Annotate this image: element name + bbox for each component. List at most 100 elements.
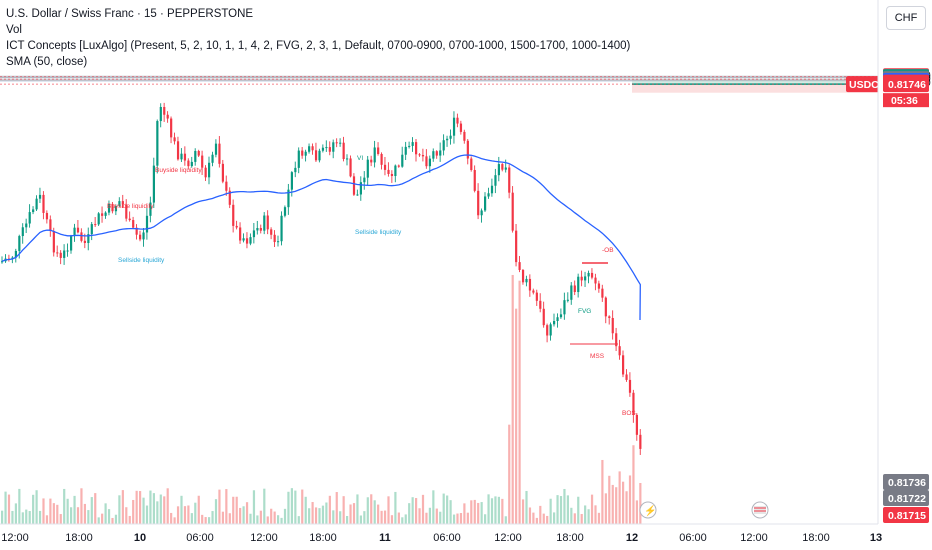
volume-bar	[577, 496, 580, 524]
candle-body	[473, 169, 476, 191]
candle-body	[318, 150, 321, 161]
volume-bar	[594, 505, 597, 524]
volume-bar	[487, 494, 490, 524]
volume-bar	[325, 502, 328, 524]
legend-vol[interactable]: Vol	[6, 24, 22, 36]
candle-body	[49, 219, 52, 232]
candle-body	[70, 236, 73, 251]
candle-body	[383, 164, 387, 170]
candle-body	[594, 277, 597, 284]
candle-body	[11, 257, 14, 259]
candle-body	[484, 196, 487, 211]
sma-layer	[1, 154, 641, 321]
candle-body	[139, 234, 142, 240]
volume-bar	[263, 488, 266, 524]
volume-bar	[52, 503, 55, 524]
candle-body	[559, 314, 563, 318]
candle-body	[176, 141, 180, 160]
volume-bar	[528, 507, 532, 524]
volume-bar	[235, 496, 238, 524]
legend-title: U.S. Dollar / Swiss Franc · 15 · PEPPERS…	[6, 8, 254, 20]
candle-body	[452, 117, 456, 136]
candle-body	[107, 203, 111, 213]
candle-body	[218, 143, 221, 164]
candle-body	[152, 165, 155, 203]
candle-body	[366, 159, 369, 178]
currency-button[interactable]: CHF	[886, 6, 926, 30]
volume-bar	[35, 490, 38, 524]
volume-bar	[63, 488, 66, 524]
symbol-badge-bg	[846, 76, 884, 93]
candle-body	[197, 150, 200, 156]
candle-body	[266, 215, 269, 230]
volume-bar	[197, 495, 200, 524]
candle-body	[528, 278, 532, 291]
volume-bar	[349, 504, 352, 524]
candle-body	[408, 145, 411, 147]
candle-body	[304, 151, 307, 156]
candle-body	[421, 155, 425, 157]
volume-bar	[132, 499, 135, 524]
volume-bar	[11, 510, 14, 524]
volume-bar	[442, 493, 445, 524]
volume-bar	[477, 502, 480, 524]
time-tick: 18:00	[556, 532, 584, 544]
volume-bar	[387, 496, 390, 524]
candle-body	[166, 114, 169, 119]
volume-layer	[1, 274, 642, 524]
volume-bar	[97, 517, 100, 524]
candle-body	[45, 212, 49, 220]
legend-ict[interactable]: ICT Concepts [LuxAlgo] (Present, 5, 2, 1…	[6, 40, 631, 52]
volume-bar	[14, 503, 17, 524]
legend-sma[interactable]: SMA (50, close)	[6, 56, 88, 68]
volume-bar	[428, 507, 431, 524]
volume-bar	[7, 494, 11, 524]
volume-bar	[297, 516, 300, 524]
volume-bar	[87, 510, 90, 524]
annotation-label: Sellside liquidity	[355, 229, 402, 236]
annotation-label: Buyside liquidity	[107, 203, 154, 210]
candle-body	[228, 190, 231, 205]
price-axis: 0.824000.822000.819000.823150.822510.822…	[877, 0, 932, 550]
volume-bar	[225, 489, 228, 524]
volume-bar	[101, 513, 104, 524]
volume-bar	[556, 495, 559, 524]
volume-bar	[249, 513, 252, 524]
volume-bar	[314, 507, 318, 524]
candle-body	[535, 292, 538, 301]
candle-body	[239, 227, 242, 241]
volume-bar	[504, 516, 507, 524]
candle-body	[466, 140, 469, 159]
time-tick: 11	[379, 532, 391, 544]
candle-body	[277, 241, 280, 243]
candle-body	[297, 150, 300, 168]
volume-bar	[107, 509, 111, 524]
volume-bar	[584, 505, 587, 524]
volume-bar	[56, 504, 59, 524]
volume-bar	[232, 496, 235, 524]
volume-bar	[280, 517, 283, 524]
countdown-badge: 05:36	[883, 93, 929, 108]
candle-body	[584, 276, 587, 281]
chart-legend: U.S. Dollar / Swiss Franc · 15 · PEPPERS…	[6, 6, 630, 70]
candle-body	[311, 146, 314, 151]
price-badge-bg	[883, 474, 929, 490]
volume-bar	[239, 507, 242, 524]
candle-body	[346, 158, 349, 160]
volume-bar	[18, 488, 21, 524]
volume-bar	[563, 488, 566, 524]
candle-body	[42, 194, 45, 213]
candle-body	[294, 167, 297, 173]
volume-bar	[380, 510, 383, 524]
candle-body	[373, 147, 376, 163]
candle-body	[546, 325, 549, 336]
candle-body	[290, 172, 293, 190]
price-badge: 0.81736	[883, 474, 929, 490]
volume-bar	[470, 500, 473, 524]
candle-body	[90, 224, 93, 235]
volume-bar	[49, 498, 52, 524]
candle-body	[611, 317, 614, 334]
candle-body	[201, 155, 204, 168]
volume-bar	[66, 498, 69, 524]
